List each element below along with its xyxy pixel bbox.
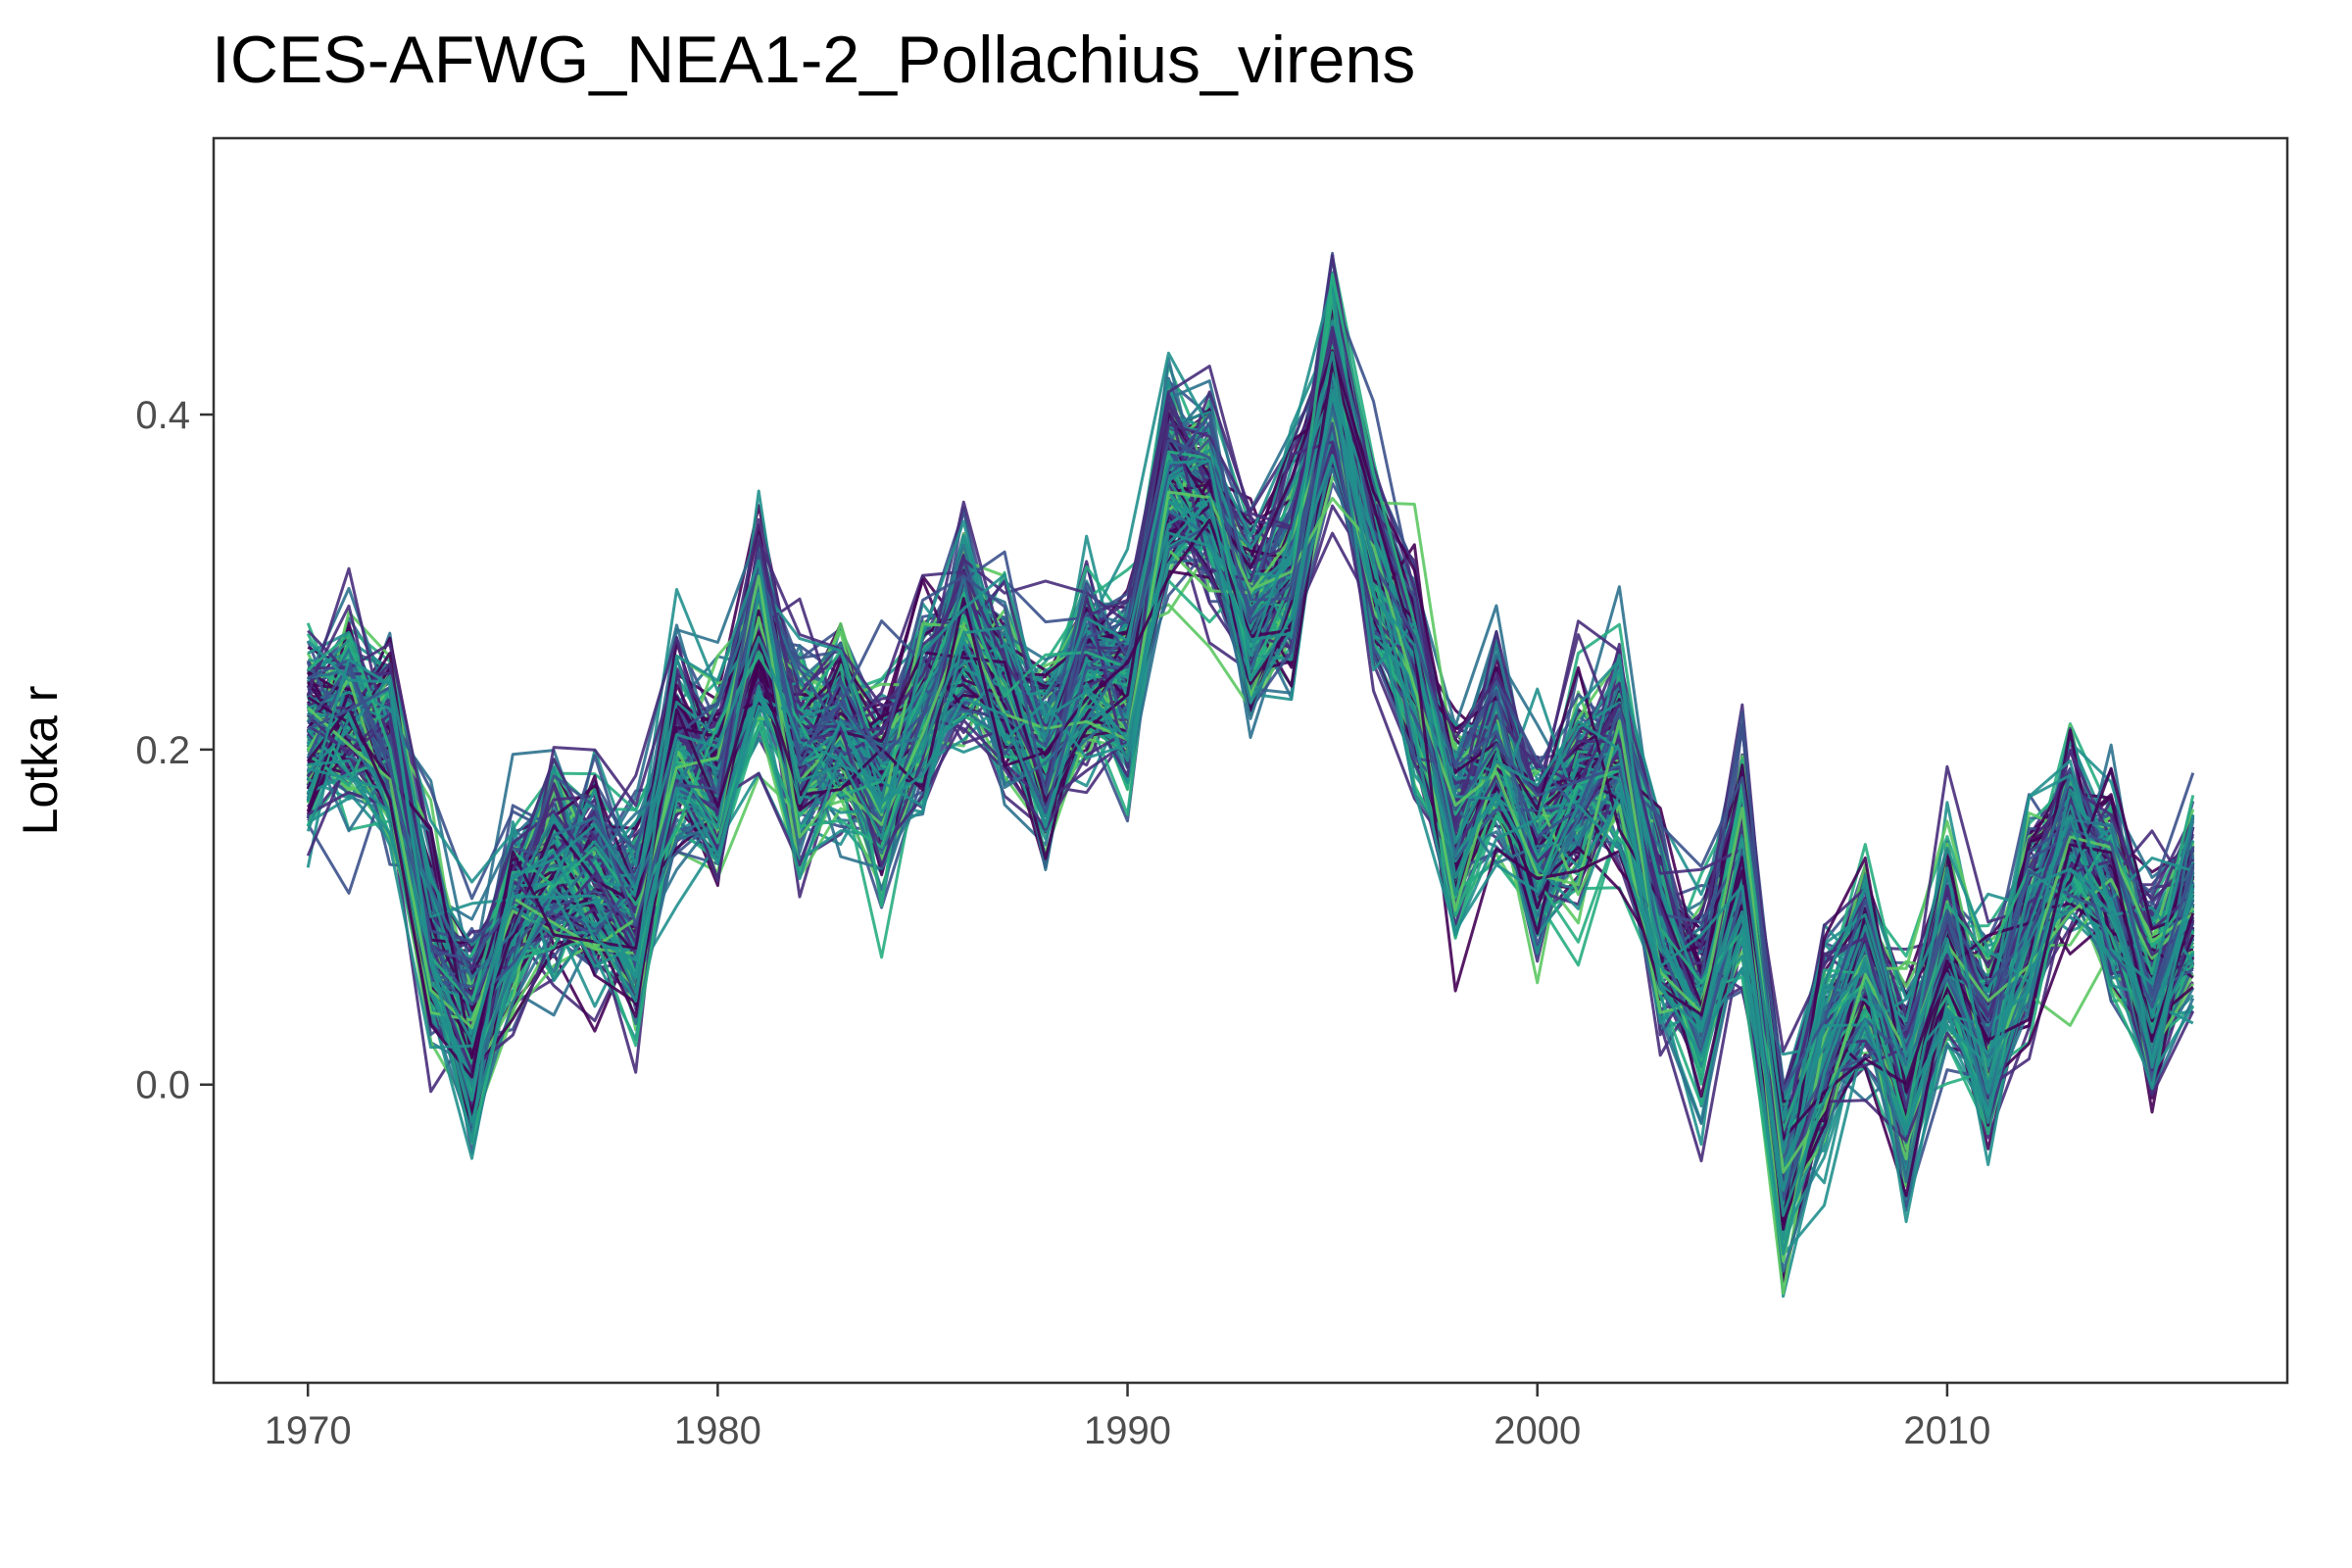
- series-line: [307, 391, 2194, 1121]
- x-tick-label: 2000: [1494, 1409, 1581, 1452]
- series-line: [307, 362, 2195, 1141]
- x-tick-label: 2010: [1903, 1409, 1990, 1452]
- y-tick-label: 0.4: [135, 394, 190, 437]
- series-line: [308, 454, 2195, 1151]
- series-line: [306, 393, 2195, 1256]
- x-tick-label: 1990: [1084, 1409, 1171, 1452]
- y-tick-label: 0.0: [135, 1064, 190, 1107]
- x-tick-label: 1970: [265, 1409, 352, 1452]
- series-line: [307, 397, 2195, 1092]
- series-line: [306, 415, 2195, 1225]
- series-line: [307, 349, 2194, 1225]
- series-layer: [306, 252, 2195, 1298]
- series-line: [307, 351, 2195, 1154]
- series-line: [307, 460, 2195, 1171]
- plot-panel-border: [212, 136, 2289, 1385]
- chart-title: ICES-AFWG_NEA1-2_Pollachius_virens: [212, 23, 1416, 97]
- y-axis-title: Lotka r: [13, 686, 68, 836]
- x-tick-label: 1980: [674, 1409, 761, 1452]
- series-line: [308, 388, 2195, 1217]
- axis-layer: 1970 1980 1990 2000 2010 0.0 0.2 0.4: [135, 394, 1990, 1452]
- y-tick-label: 0.2: [135, 729, 190, 772]
- series-line: [306, 413, 2195, 1200]
